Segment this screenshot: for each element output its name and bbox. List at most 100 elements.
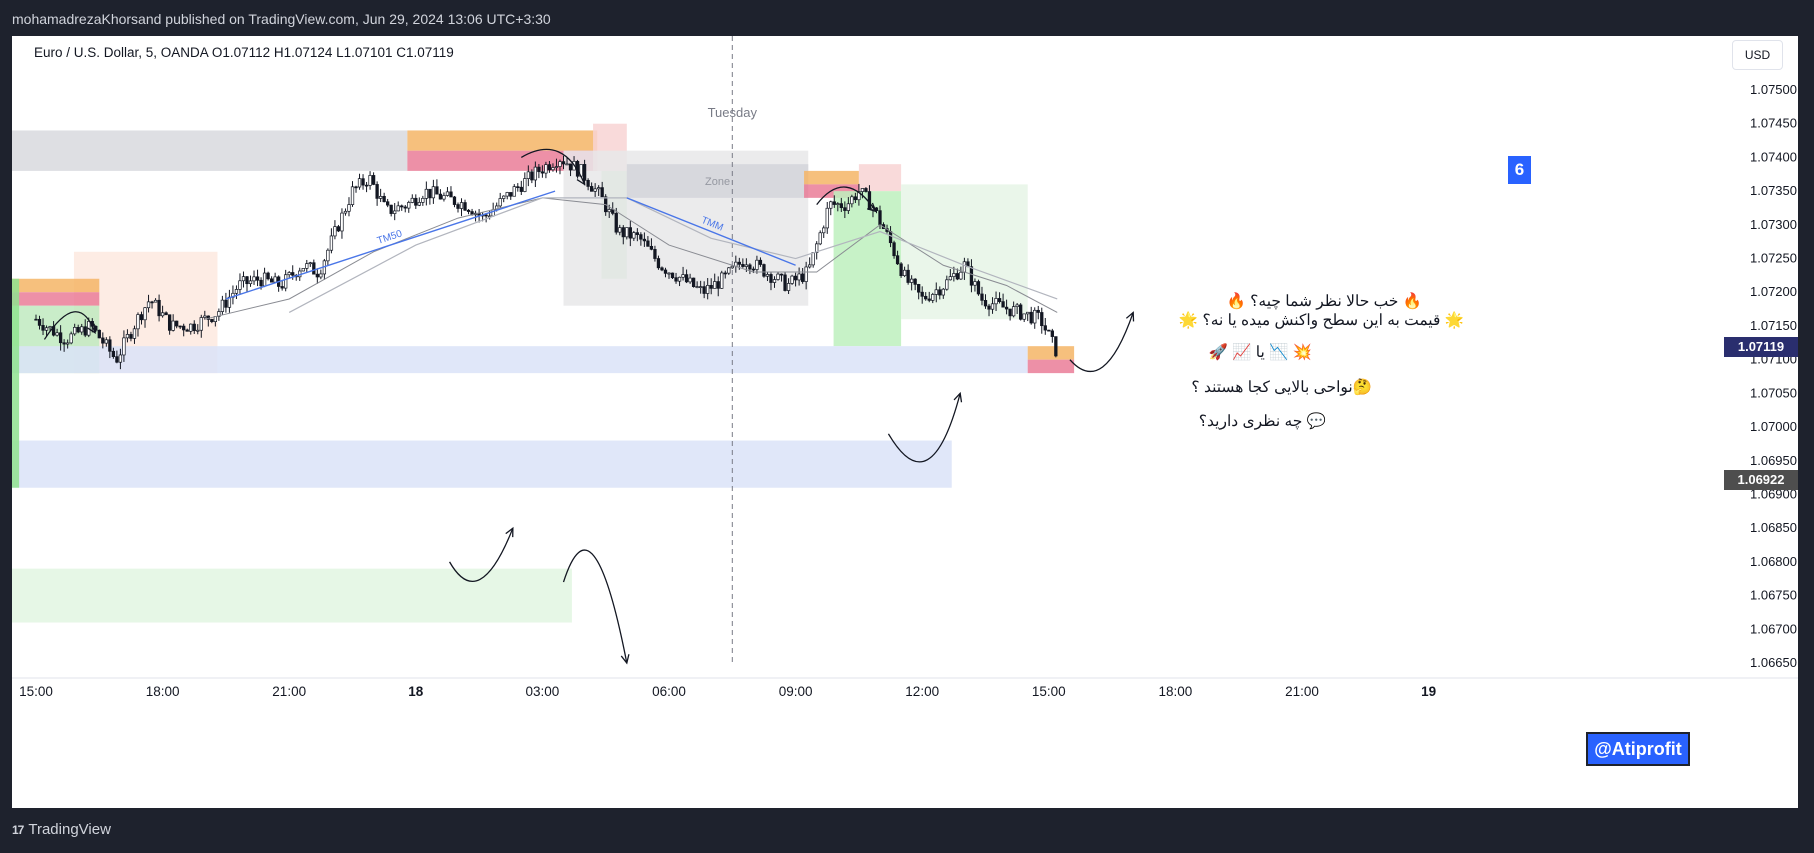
tradingview-logo[interactable]: 17 TradingView [12, 821, 111, 838]
candle-body [65, 342, 70, 345]
candle-body [815, 243, 819, 253]
y-tick-label: 1.06800 [1750, 554, 1797, 569]
candle-body [329, 235, 334, 251]
candle-body [48, 326, 52, 329]
candle-body [892, 242, 896, 257]
candle-body [709, 285, 713, 289]
candle-body [850, 196, 854, 205]
candle-body [565, 163, 569, 166]
candle-body [132, 328, 137, 339]
candle-body [382, 195, 386, 203]
candle-body [1026, 311, 1030, 315]
drawn-arrow [1069, 312, 1134, 372]
candle-body [178, 325, 182, 328]
candle-body [755, 259, 759, 270]
candle-body [463, 202, 467, 211]
candle-body [129, 334, 133, 339]
x-tick-label: 21:00 [1285, 684, 1319, 699]
candle-body [983, 300, 988, 307]
candle-body [913, 278, 917, 285]
zone-box [12, 292, 100, 306]
symbol-legend: Euro / U.S. Dollar, 5, OANDA O1.07112 H1… [34, 45, 454, 60]
candle-body [55, 332, 59, 336]
candle-body [632, 232, 636, 239]
candle-body [1008, 308, 1012, 317]
ma-slow-line [288, 197, 1058, 313]
candle-body [927, 298, 931, 301]
currency-button[interactable]: USD [1732, 40, 1783, 70]
candle-body [822, 227, 826, 234]
candle-body [593, 188, 597, 192]
candle-body [829, 201, 833, 209]
y-tick-label: 1.07150 [1750, 318, 1797, 333]
footer-bar: 17 TradingView [0, 808, 1814, 853]
x-tick-label: 21:00 [272, 684, 306, 699]
candle-body [111, 350, 116, 357]
candle-body [502, 195, 506, 199]
candle-body [621, 227, 625, 238]
candle-body [146, 301, 151, 309]
x-tick-label: 19 [1421, 684, 1436, 699]
candle-body [393, 210, 397, 214]
zone-box [407, 130, 598, 151]
candle-body [660, 267, 664, 271]
chart-panel[interactable]: Zone Tuesday TM50 TMM 1.07500 1.07450 1.07400 1… [12, 36, 1798, 808]
candle-body [551, 167, 555, 171]
candle-body [656, 258, 661, 269]
zone-box [901, 184, 1028, 320]
candle-body [414, 197, 418, 206]
candle-body [832, 201, 836, 205]
drawn-arrow [520, 148, 586, 185]
candle-body [189, 323, 193, 332]
candle-body [340, 212, 344, 232]
candle-body [150, 301, 154, 304]
note-line-3: 💥 📉 یا 📈 🚀 [1208, 344, 1312, 361]
candle-body [811, 252, 815, 266]
zone-label: Zone [705, 176, 730, 188]
chart-svg[interactable]: ZoneTuesdayTM50TMM1.075001.074501.074001… [12, 36, 1798, 808]
candle-body [371, 175, 376, 185]
candle-body [312, 262, 316, 275]
candle-body [364, 184, 369, 187]
candle-body [431, 186, 436, 199]
candle-body [269, 278, 274, 283]
candle-body [867, 191, 872, 210]
candle-body [1043, 325, 1047, 331]
candle-body [568, 163, 573, 171]
candle-body [248, 280, 253, 285]
candle-body [284, 274, 288, 289]
candle-body [691, 277, 696, 287]
y-tick-label: 1.07400 [1750, 149, 1797, 164]
x-tick-label: 09:00 [779, 684, 813, 699]
candle-body [607, 209, 611, 213]
candle-body [720, 272, 724, 289]
candle-body [456, 204, 460, 209]
candle-body [533, 166, 538, 181]
candle-body [466, 209, 471, 212]
candle-body [530, 171, 534, 181]
candle-body [973, 281, 977, 286]
candle-body [160, 312, 165, 317]
candle-body [783, 274, 787, 291]
x-tick-label: 12:00 [905, 684, 939, 699]
candle-body [350, 186, 355, 205]
candle-body [199, 317, 203, 331]
candle-body [544, 164, 548, 174]
candle-body [540, 171, 545, 174]
arrow-head [620, 654, 630, 665]
candle-body [758, 259, 763, 265]
candle-body [347, 204, 351, 212]
candle-body [730, 265, 734, 269]
candle-body [769, 274, 773, 283]
candle-body [44, 327, 49, 331]
zone-box [804, 170, 859, 185]
note-line-5: 💬 چه نظری دارید؟ [1198, 413, 1326, 430]
x-tick-label: 18 [408, 684, 424, 699]
candle-body [618, 227, 622, 233]
candle-body [642, 238, 647, 242]
candle-body [797, 273, 801, 281]
note-line-2: 🌟 قیمت به این سطح واکنش میده یا نه؟ 🌟 [1178, 312, 1464, 329]
candle-body [136, 314, 140, 330]
candle-body [368, 175, 372, 186]
trend-line [626, 197, 796, 266]
